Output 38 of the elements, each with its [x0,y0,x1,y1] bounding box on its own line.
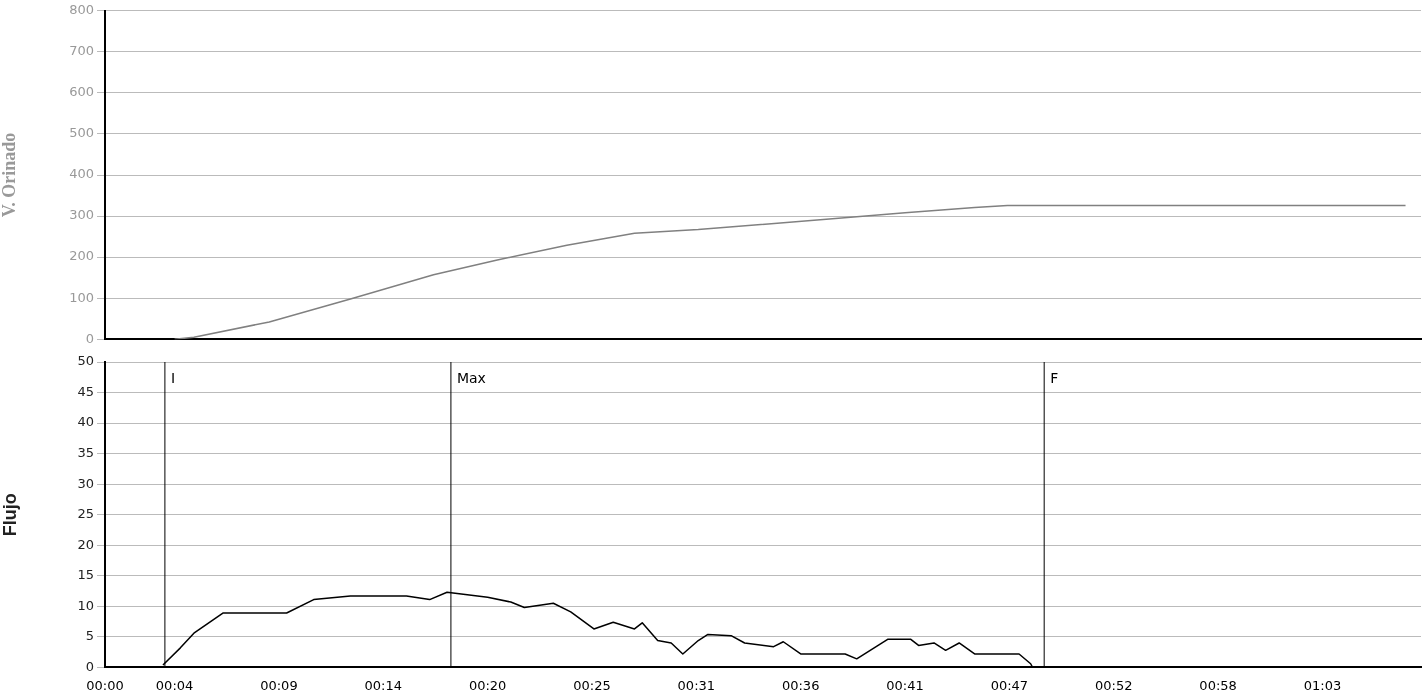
x-tick-label: 00:47 [990,677,1029,693]
y-tick-label: 400 [69,166,94,182]
y-tick-label: 300 [69,207,94,223]
x-tick-label: 00:09 [260,677,298,693]
y-tick-label: 500 [69,125,94,141]
y-tick-label: 30 [77,475,94,491]
x-tick-label: 00:36 [781,677,820,693]
y-tick-label: 20 [77,536,94,552]
x-tick-label: 00:00 [86,677,124,693]
ref-line-label: F [1050,369,1059,386]
x-tick-label: 00:52 [1095,677,1133,693]
y-axis-title: V. Orinado [0,132,20,218]
x-tick-label: 00:58 [1199,677,1237,693]
y-tick-label: 25 [77,506,94,522]
x-tick-label: 00:31 [677,677,716,693]
ref-line-label: I [170,369,176,386]
y-axis-title: Flujo [0,493,20,537]
y-tick-label: 10 [77,597,94,613]
y-tick-label: 700 [69,43,94,59]
y-tick-label: 15 [77,567,94,583]
x-tick-label: 00:20 [468,677,507,693]
x-tick-label: 00:04 [155,677,194,693]
y-tick-label: 45 [77,383,94,399]
x-tick-label: 01:03 [1303,677,1342,693]
x-tick-label: 00:14 [364,677,403,693]
x-tick-label: 00:25 [573,677,611,693]
y-tick-label: 40 [77,414,94,430]
y-tick-label: 800 [69,2,94,18]
y-tick-label: 600 [69,84,94,100]
y-tick-label: 0 [85,658,94,674]
y-tick-label: 200 [69,248,94,264]
y-tick-label: 50 [77,353,94,369]
y-tick-label: 0 [85,330,94,346]
y-tick-label: 100 [69,289,94,305]
y-tick-label: 35 [77,444,94,460]
x-tick-label: 00:41 [886,677,924,693]
y-tick-label: 5 [85,628,94,644]
ref-line-label: Max [456,369,486,386]
